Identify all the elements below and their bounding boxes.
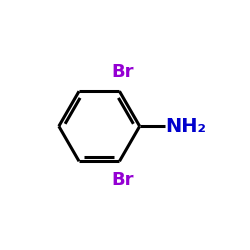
Text: Br: Br — [111, 63, 134, 81]
Text: Br: Br — [111, 171, 134, 189]
Text: NH₂: NH₂ — [166, 117, 207, 136]
